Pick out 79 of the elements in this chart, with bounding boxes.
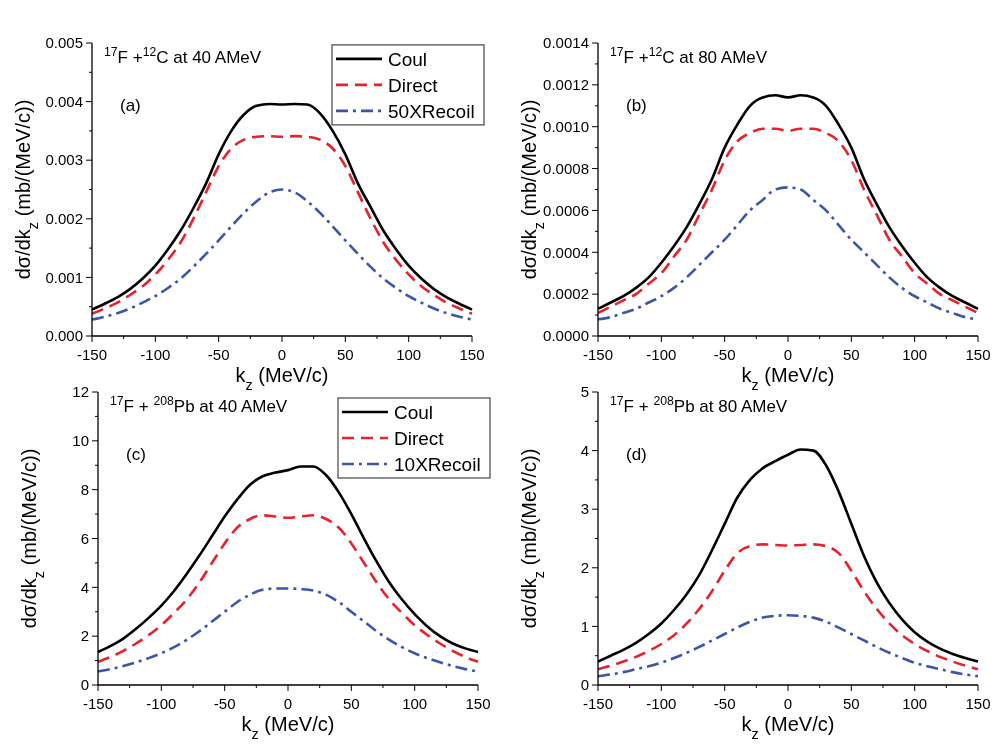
- line-series: [596, 127, 980, 315]
- y-tick-label: 0.0002: [543, 285, 589, 303]
- y-tick-label: 5: [580, 383, 589, 401]
- legend-label: Direct: [388, 74, 439, 96]
- y-tick-label: 2: [580, 559, 589, 577]
- line-series: [596, 613, 980, 678]
- legend-label: Coul: [394, 402, 434, 423]
- chart-title: $^{17}$F +$^{12}$C at 80 AMeV: [610, 45, 768, 67]
- x-tick-label: -100: [646, 695, 677, 712]
- y-tick-label: 2: [80, 627, 89, 645]
- y-tick-label: 0.001: [45, 268, 83, 286]
- x-tick-label: -50: [207, 346, 230, 363]
- x-tick-label: 50: [336, 346, 354, 363]
- y-tick-label: 0: [580, 676, 589, 694]
- x-tick-label: -100: [140, 346, 171, 363]
- x-tick-label: -50: [713, 346, 736, 363]
- line-series: [90, 134, 474, 316]
- annotation: (a): [120, 96, 141, 115]
- y-tick-label: 0.0010: [543, 117, 589, 135]
- x-tick-label: -50: [713, 695, 736, 712]
- y-tick-label: 6: [80, 529, 89, 547]
- line-series: [596, 543, 980, 671]
- x-axis-title: k$_{z}$ (MeV/c): [741, 364, 835, 393]
- x-tick-label: 150: [965, 695, 991, 712]
- y-tick-label: 4: [580, 441, 589, 459]
- annotation: (c): [126, 445, 146, 464]
- y-tick-label: 1: [580, 617, 589, 635]
- x-tick-label: -50: [213, 695, 236, 712]
- x-tick-label: 0: [283, 695, 293, 712]
- legend-label: 10XRecoil: [394, 454, 481, 475]
- x-tick-label: -150: [582, 346, 614, 363]
- legend-label: 50XRecoil: [388, 100, 475, 122]
- y-tick-label: 0.005: [45, 34, 83, 52]
- y-tick-label: 0.0000: [543, 327, 589, 345]
- y-tick-label: 0.0012: [543, 76, 589, 94]
- y-tick-label: 4: [80, 578, 89, 596]
- y-tick-label: 0.004: [45, 92, 83, 110]
- x-tick-label: 100: [902, 695, 928, 712]
- y-tick-label: 0.002: [45, 210, 83, 228]
- x-tick-label: 50: [842, 695, 860, 712]
- x-tick-label: -150: [82, 695, 114, 712]
- line-series: [96, 514, 480, 664]
- x-tick-label: 100: [396, 346, 422, 363]
- y-tick-label: 8: [80, 480, 89, 498]
- chart-title: $^{17}$F + $^{208}$Pb at 40 AMeV: [110, 394, 288, 416]
- y-tick-label: 0.0014: [543, 34, 589, 52]
- x-tick-label: -100: [146, 695, 177, 712]
- x-tick-label: -100: [646, 346, 677, 363]
- y-tick-label: 0.003: [45, 151, 83, 169]
- x-tick-label: 100: [902, 346, 928, 363]
- x-tick-label: 50: [342, 695, 360, 712]
- y-tick-label: 12: [72, 383, 89, 401]
- legend-label: Direct: [394, 428, 445, 449]
- y-tick-label: 0.0008: [543, 159, 589, 177]
- x-tick-label: 150: [465, 695, 491, 712]
- x-tick-label: 50: [842, 346, 860, 363]
- x-tick-label: 0: [783, 695, 793, 712]
- y-tick-label: 0.000: [45, 327, 83, 345]
- x-axis-title: k$_{z}$ (MeV/c): [741, 713, 835, 742]
- x-tick-label: 150: [459, 346, 485, 363]
- line-series: [90, 188, 474, 321]
- x-tick-label: -150: [76, 346, 108, 363]
- x-tick-label: -150: [582, 695, 614, 712]
- y-tick-label: 0.0004: [543, 243, 589, 261]
- annotation: (d): [626, 445, 647, 464]
- x-axis-title: k$_{z}$ (MeV/c): [235, 364, 329, 393]
- annotation: (b): [626, 96, 647, 115]
- x-axis-title: k$_{z}$ (MeV/c): [241, 713, 335, 742]
- x-tick-label: 0: [783, 346, 793, 363]
- chart-title: $^{17}$F +$^{12}$C at 40 AMeV: [104, 45, 262, 67]
- legend-label: Coul: [388, 48, 428, 70]
- x-tick-label: 150: [965, 346, 991, 363]
- y-tick-label: 0: [80, 676, 89, 694]
- x-tick-label: 100: [402, 695, 428, 712]
- y-tick-label: 0.0006: [543, 201, 589, 219]
- x-tick-label: 0: [277, 346, 287, 363]
- chart-title: $^{17}$F + $^{208}$Pb at 80 AMeV: [610, 394, 788, 416]
- y-tick-label: 10: [72, 432, 89, 450]
- y-tick-label: 3: [580, 500, 589, 518]
